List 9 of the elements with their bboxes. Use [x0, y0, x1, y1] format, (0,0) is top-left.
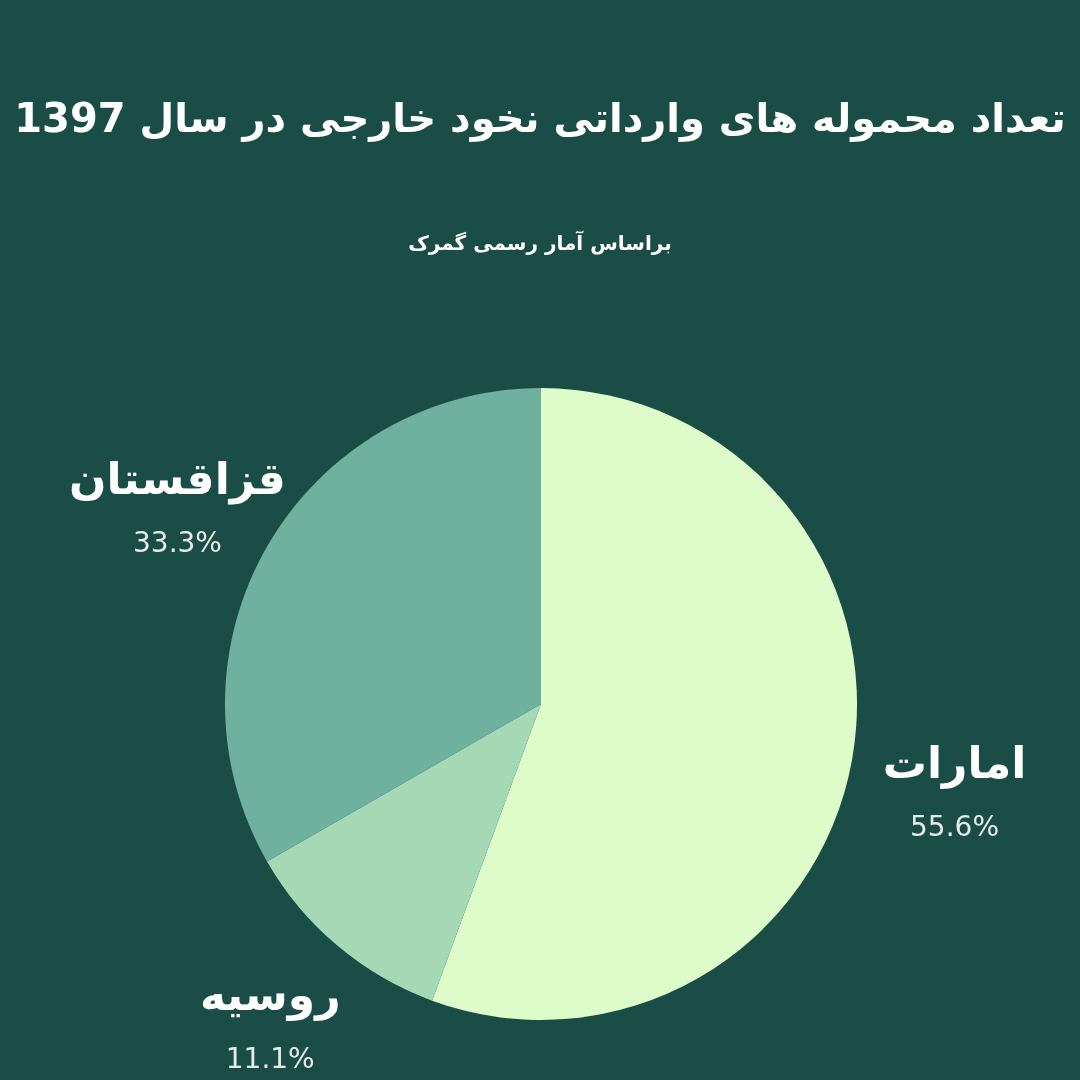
pie-slice: [432, 388, 857, 1020]
slice-label: قزاقستان: [69, 452, 286, 505]
chart-subtitle: براساس آمار رسمی گمرک: [408, 230, 672, 255]
chart-title: تعداد محموله های وارداتی نخود خارجی در سال 1397: [14, 95, 1066, 142]
data-label: 33.3%: [133, 525, 222, 559]
data-label: 11.1%: [225, 1042, 315, 1075]
slice-label: امارات: [882, 736, 1027, 789]
data-label: 55.6%: [910, 809, 999, 843]
slice-label: روسیه: [199, 969, 341, 1021]
